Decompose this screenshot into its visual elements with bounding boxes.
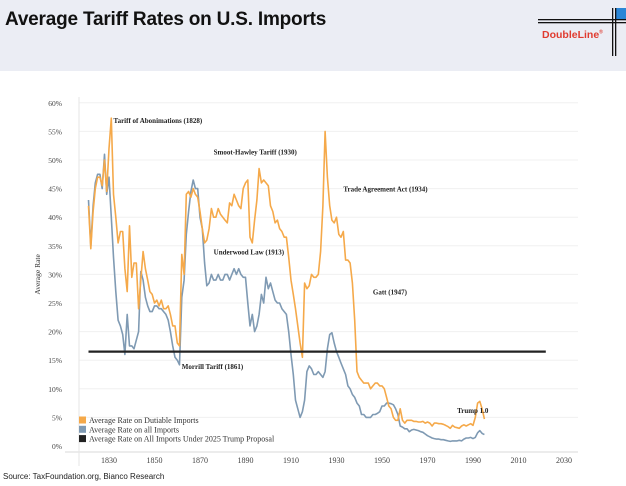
logo-blue-square bbox=[616, 8, 626, 20]
annotation-label: Trade Agreement Act (1934) bbox=[343, 185, 428, 193]
x-tick-label: 1870 bbox=[192, 456, 208, 465]
page-title: Average Tariff Rates on U.S. Imports bbox=[5, 9, 327, 30]
x-tick-label: 1850 bbox=[147, 456, 163, 465]
legend-swatch bbox=[79, 435, 86, 443]
annotations: Tariff of Abonimations (1828) Smoot-Hawle… bbox=[114, 117, 489, 415]
annotation-label: Morrill Tariff (1861) bbox=[182, 363, 244, 371]
x-tick-label: 1990 bbox=[465, 456, 481, 465]
y-tick-labels: 0% 5% 10% 15% 20% 25% 30% 35% 40% 45% 50% 55% 60% bbox=[48, 99, 62, 451]
y-tick-label: 35% bbox=[48, 242, 62, 251]
y-tick-label: 60% bbox=[48, 99, 62, 108]
y-tick-label: 25% bbox=[48, 299, 62, 308]
x-tick-label: 1950 bbox=[374, 456, 390, 465]
y-tick-label: 30% bbox=[48, 270, 62, 279]
y-tick-label: 20% bbox=[48, 328, 62, 337]
annotation-label: Gatt (1947) bbox=[373, 288, 408, 296]
y-tick-label: 45% bbox=[48, 185, 62, 194]
x-tick-label: 1930 bbox=[329, 456, 345, 465]
y-tick-label: 50% bbox=[48, 156, 62, 165]
y-tick-label: 40% bbox=[48, 213, 62, 222]
y-axis-label: Average Rate bbox=[33, 254, 42, 295]
grid-lines bbox=[79, 102, 578, 418]
series-line-0 bbox=[87, 117, 486, 430]
annotation-label: Trump 1.0 bbox=[457, 407, 489, 415]
y-tick-label: 5% bbox=[52, 413, 62, 422]
legend: Average Rate on Dutiable ImportsAverage … bbox=[79, 416, 275, 444]
legend-swatch bbox=[79, 425, 86, 433]
legend-label: Average Rate on Dutiable Imports bbox=[89, 416, 199, 425]
legend-label: Average Rate on all Imports bbox=[89, 425, 179, 434]
series-line-1 bbox=[87, 153, 485, 443]
y-tick-label: 0% bbox=[52, 442, 62, 451]
annotation-label: Smoot-Hawley Tariff (1930) bbox=[214, 148, 298, 156]
legend-label: Average Rate on All Imports Under 2025 T… bbox=[89, 435, 275, 444]
logo-hline-1 bbox=[538, 19, 626, 21]
y-tick-label: 10% bbox=[48, 385, 62, 394]
x-tick-label: 1830 bbox=[101, 456, 117, 465]
logo-vline-2 bbox=[615, 8, 617, 56]
doubleline-logo-icon bbox=[538, 8, 626, 56]
y-tick-label: 55% bbox=[48, 127, 62, 136]
annotation-label: Tariff of Abonimations (1828) bbox=[114, 117, 203, 125]
legend-swatch bbox=[79, 416, 86, 424]
logo-text: DoubleLine® bbox=[542, 29, 603, 41]
x-tick-label: 1970 bbox=[420, 456, 436, 465]
y-tick-label: 15% bbox=[48, 356, 62, 365]
logo-vline-1 bbox=[612, 8, 614, 56]
annotation-label: Underwood Law (1913) bbox=[214, 248, 285, 256]
x-tick-label: 2010 bbox=[511, 456, 527, 465]
series-lines bbox=[87, 117, 546, 443]
x-tick-labels: 1830 1850 1870 1890 1910 1930 1950 1970 1990 2010… bbox=[101, 456, 572, 465]
logo-registered-mark: ® bbox=[599, 29, 603, 36]
source-note: Source: TaxFoundation.org, Bianco Resear… bbox=[3, 472, 165, 481]
x-tick-label: 1890 bbox=[238, 456, 254, 465]
header-banner bbox=[0, 0, 626, 71]
logo-hline-2 bbox=[538, 22, 626, 24]
logo-wordmark: DoubleLine bbox=[542, 29, 600, 41]
x-tick-label: 1910 bbox=[283, 456, 299, 465]
x-tick-label: 2030 bbox=[556, 456, 572, 465]
